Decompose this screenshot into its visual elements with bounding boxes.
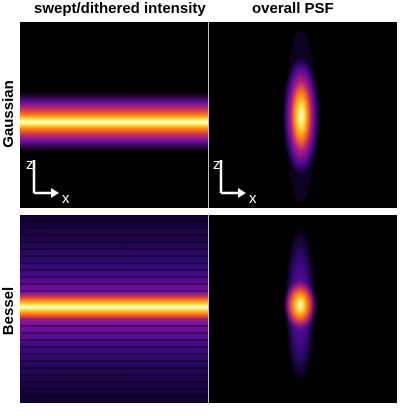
bessel-psf-image (283, 221, 317, 389)
axes-indicator: z x (26, 156, 70, 207)
gaussian-beam-band (20, 92, 208, 152)
axis-label-z: z (213, 156, 221, 173)
axes-indicator: z x (213, 156, 257, 207)
axis-label-x: x (62, 190, 70, 207)
axis-label-z: z (26, 156, 34, 173)
axis-label-x: x (249, 190, 257, 207)
gaussian-swept-image: z x (20, 92, 208, 207)
gaussian-psf-panel: z x (209, 22, 397, 208)
bessel-swept-image (20, 215, 208, 403)
gaussian-psf-image: z x (213, 30, 320, 207)
bessel-psf-core (283, 277, 317, 333)
bessel-swept-panel (20, 215, 208, 403)
gaussian-swept-panel: z x (20, 22, 208, 208)
column-header-swept: swept/dithered intensity (34, 0, 206, 17)
gaussian-psf-spot (282, 52, 320, 180)
bessel-beam-core (20, 291, 208, 323)
row-label-gaussian: Gaussian (0, 80, 17, 148)
bessel-psf-panel (209, 215, 397, 403)
row-label-bessel: Bessel (0, 286, 17, 336)
column-header-psf: overall PSF (252, 0, 334, 17)
panel-divider (208, 215, 209, 403)
panel-divider (208, 22, 209, 208)
